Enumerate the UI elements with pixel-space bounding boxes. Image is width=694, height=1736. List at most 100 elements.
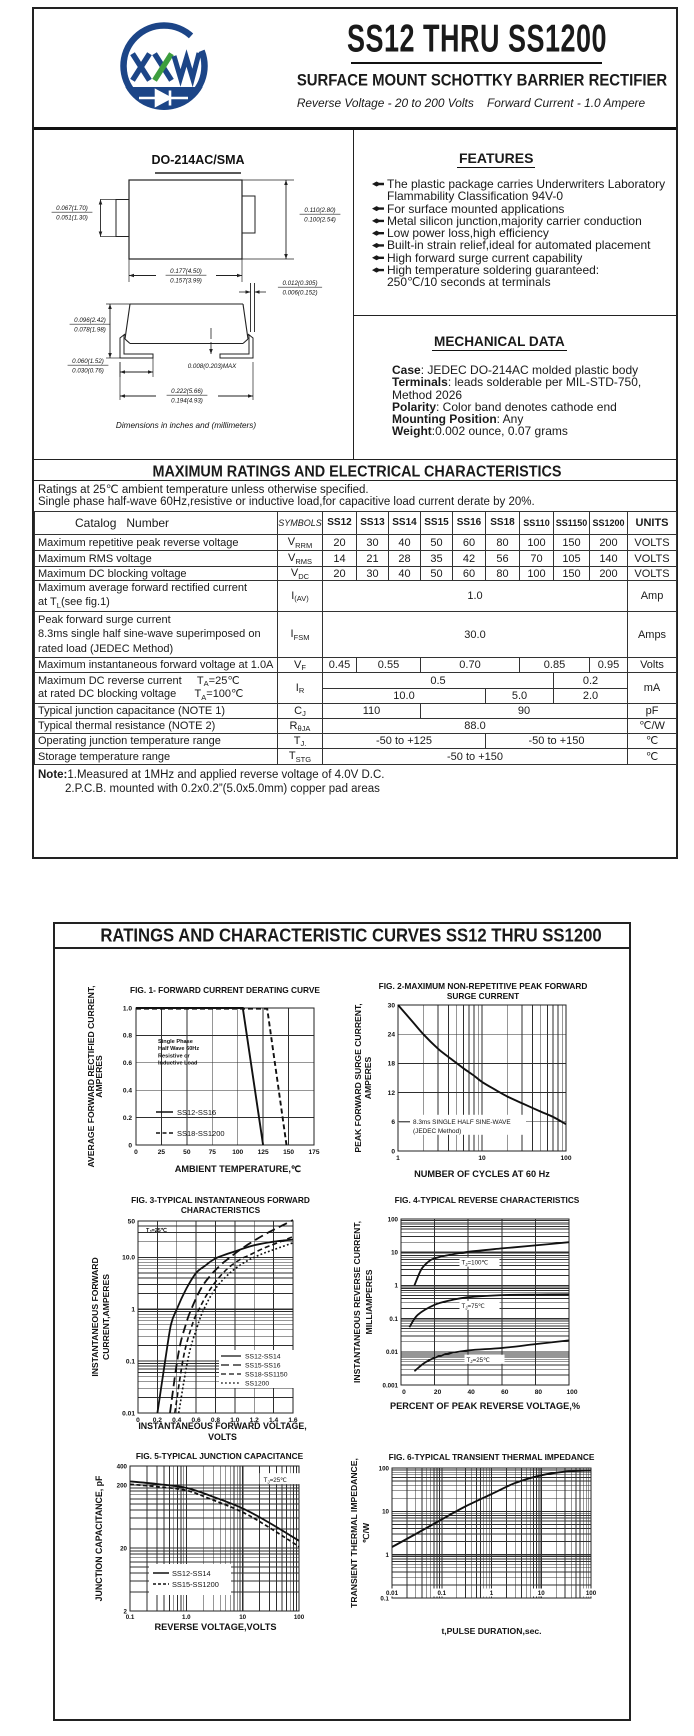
svg-text:100: 100 <box>379 1465 390 1472</box>
svg-text:0.1: 0.1 <box>389 1316 398 1323</box>
svg-text:FIG. 1- FORWARD CURRENT DERATI: FIG. 1- FORWARD CURRENT DERATING CURVE <box>130 985 320 995</box>
svg-text:t,PULSE DURATION,sec.: t,PULSE DURATION,sec. <box>441 1626 541 1636</box>
svg-text:0: 0 <box>134 1149 138 1156</box>
svg-text:Resistive or: Resistive or <box>158 1053 191 1059</box>
svg-text:Inductive Load: Inductive Load <box>158 1061 198 1067</box>
svg-text:0.006(0.152): 0.006(0.152) <box>282 290 317 297</box>
svg-text:AMPERES: AMPERES <box>94 1055 104 1098</box>
svg-text:INSTANTANEOUS FORWARD VOLTAGE,: INSTANTANEOUS FORWARD VOLTAGE, <box>138 1421 306 1431</box>
svg-text:FIG. 6-TYPICAL TRANSIENT THERM: FIG. 6-TYPICAL TRANSIENT THERMAL IMPEDAN… <box>389 1452 595 1462</box>
svg-text:1: 1 <box>490 1590 494 1597</box>
svg-text:8.3ms SINGLE HALF SINE-WAVE: 8.3ms SINGLE HALF SINE-WAVE <box>413 1119 511 1126</box>
svg-text:1.4: 1.4 <box>269 1417 278 1424</box>
svg-text:AVERAGE FORWARD RECTIFIED CURR: AVERAGE FORWARD RECTIFIED CURRENT, <box>86 985 96 1167</box>
svg-text:REVERSE VOLTAGE,VOLTS: REVERSE VOLTAGE,VOLTS <box>154 1622 276 1632</box>
svg-text:MILLIAMPERES: MILLIAMPERES <box>364 1269 374 1334</box>
svg-text:10.0: 10.0 <box>122 1255 135 1262</box>
svg-text:(JEDEC Method): (JEDEC Method) <box>413 1128 461 1135</box>
svg-text:SS18-SS1150: SS18-SS1150 <box>245 1372 288 1379</box>
svg-text:NUMBER OF CYCLES AT 60 Hz: NUMBER OF CYCLES AT 60 Hz <box>414 1169 550 1179</box>
svg-text:12: 12 <box>388 1090 396 1097</box>
svg-text:100: 100 <box>566 1389 577 1396</box>
svg-text:0: 0 <box>391 1148 395 1155</box>
svg-text:1: 1 <box>131 1306 135 1313</box>
svg-text:TJ=25℃: TJ=25℃ <box>467 1357 491 1364</box>
svg-text:0: 0 <box>128 1142 132 1149</box>
svg-text:TRANSIENT THERMAL IMPEDANCE,: TRANSIENT THERMAL IMPEDANCE, <box>349 1458 359 1608</box>
svg-text:175: 175 <box>308 1149 319 1156</box>
svg-text:100: 100 <box>388 1216 399 1223</box>
svg-text:10: 10 <box>538 1590 545 1597</box>
svg-text:10: 10 <box>239 1614 246 1621</box>
svg-text:TJ=100℃: TJ=100℃ <box>461 1260 488 1267</box>
svg-text:0.222(5.66): 0.222(5.66) <box>171 388 203 395</box>
svg-text:FIG. 4-TYPICAL REVERSE CHARACT: FIG. 4-TYPICAL REVERSE CHARACTERISTICS <box>395 1195 580 1205</box>
svg-text:0.01: 0.01 <box>386 1590 399 1597</box>
svg-text:10: 10 <box>382 1509 389 1516</box>
svg-text:50: 50 <box>128 1218 136 1225</box>
svg-text:0.2: 0.2 <box>153 1417 162 1424</box>
svg-text:0: 0 <box>136 1417 140 1424</box>
svg-text:40: 40 <box>468 1389 476 1396</box>
svg-text:SURGE CURRENT: SURGE CURRENT <box>447 991 519 1001</box>
svg-text:TJ=75℃: TJ=75℃ <box>461 1303 485 1310</box>
svg-text:400: 400 <box>117 1463 128 1470</box>
svg-text:SS1200: SS1200 <box>245 1381 269 1388</box>
svg-text:0.01: 0.01 <box>122 1410 135 1417</box>
svg-text:150: 150 <box>283 1149 294 1156</box>
svg-text:0.6: 0.6 <box>123 1060 132 1067</box>
svg-text:0.2: 0.2 <box>123 1115 132 1122</box>
svg-text:Half Wave 60Hz: Half Wave 60Hz <box>158 1046 199 1052</box>
svg-text:0.100(2.54): 0.100(2.54) <box>304 217 336 224</box>
svg-text:0.8: 0.8 <box>123 1033 132 1040</box>
svg-text:SS12-SS16: SS12-SS16 <box>177 1108 216 1117</box>
svg-text:0.110(2.80): 0.110(2.80) <box>304 207 335 214</box>
svg-text:SS12-SS14: SS12-SS14 <box>245 1354 281 1361</box>
svg-text:100: 100 <box>294 1614 305 1621</box>
svg-text:30: 30 <box>388 1002 396 1009</box>
svg-text:50: 50 <box>183 1149 191 1156</box>
svg-text:20: 20 <box>120 1545 127 1552</box>
svg-text:Single Phase: Single Phase <box>158 1039 193 1045</box>
svg-text:200: 200 <box>117 1482 128 1489</box>
svg-text:18: 18 <box>388 1061 396 1068</box>
svg-text:TJ=25℃: TJ=25℃ <box>264 1477 288 1484</box>
svg-text:24: 24 <box>388 1032 396 1039</box>
svg-text:25: 25 <box>158 1149 166 1156</box>
svg-text:0.067(1.70): 0.067(1.70) <box>56 205 88 212</box>
svg-text:SS12-SS14: SS12-SS14 <box>172 1569 211 1578</box>
svg-text:CURRENT,AMPERES: CURRENT,AMPERES <box>101 1274 111 1360</box>
svg-text:0.157(3.99): 0.157(3.99) <box>170 278 202 285</box>
svg-text:0.1: 0.1 <box>380 1595 389 1602</box>
svg-text:1.0: 1.0 <box>182 1614 191 1621</box>
svg-text:0.4: 0.4 <box>123 1088 132 1095</box>
svg-text:0.1: 0.1 <box>126 1614 135 1621</box>
svg-text:SS18-SS1200: SS18-SS1200 <box>177 1129 225 1138</box>
svg-text:75: 75 <box>209 1149 217 1156</box>
svg-text:10: 10 <box>478 1155 486 1162</box>
svg-text:0.194(4.93): 0.194(4.93) <box>171 398 203 405</box>
svg-text:1.0: 1.0 <box>123 1005 132 1012</box>
svg-text:0.012(0.305): 0.012(0.305) <box>282 280 317 287</box>
svg-text:2: 2 <box>124 1608 128 1615</box>
svg-text:FIG. 3-TYPICAL INSTANTANEOUS F: FIG. 3-TYPICAL INSTANTANEOUS FORWARD <box>131 1195 310 1205</box>
svg-text:100: 100 <box>232 1149 243 1156</box>
svg-text:1: 1 <box>396 1155 400 1162</box>
svg-text:SS15-SS16: SS15-SS16 <box>245 1363 281 1370</box>
svg-text:125: 125 <box>258 1149 269 1156</box>
svg-text:FIG. 2-MAXIMUM NON-REPETITIVE: FIG. 2-MAXIMUM NON-REPETITIVE PEAK FORWA… <box>379 981 588 991</box>
svg-text:0.01: 0.01 <box>386 1349 399 1356</box>
svg-text:FIG. 5-TYPICAL JUNCTION CAPACI: FIG. 5-TYPICAL JUNCTION CAPACITANCE <box>136 1451 304 1461</box>
svg-text:TJ=25℃: TJ=25℃ <box>146 1227 167 1234</box>
svg-text:INSTANTANEOUS REVERSE CURRENT,: INSTANTANEOUS REVERSE CURRENT, <box>352 1221 362 1383</box>
svg-text:0.096(2.42): 0.096(2.42) <box>74 317 106 324</box>
svg-text:INSTANTANEOUS FORWARD: INSTANTANEOUS FORWARD <box>90 1257 100 1376</box>
svg-text:AMPERES: AMPERES <box>363 1056 373 1099</box>
svg-text:0.6: 0.6 <box>192 1417 201 1424</box>
svg-text:0.001: 0.001 <box>383 1382 399 1389</box>
svg-text:Dimensions in inches and (mill: Dimensions in inches and (millimeters) <box>116 421 256 430</box>
svg-text:0.177(4.50): 0.177(4.50) <box>170 268 202 275</box>
svg-text:0.1: 0.1 <box>437 1590 446 1597</box>
svg-text:℃/W: ℃/W <box>361 1522 371 1543</box>
svg-text:VOLTS: VOLTS <box>208 1432 237 1442</box>
